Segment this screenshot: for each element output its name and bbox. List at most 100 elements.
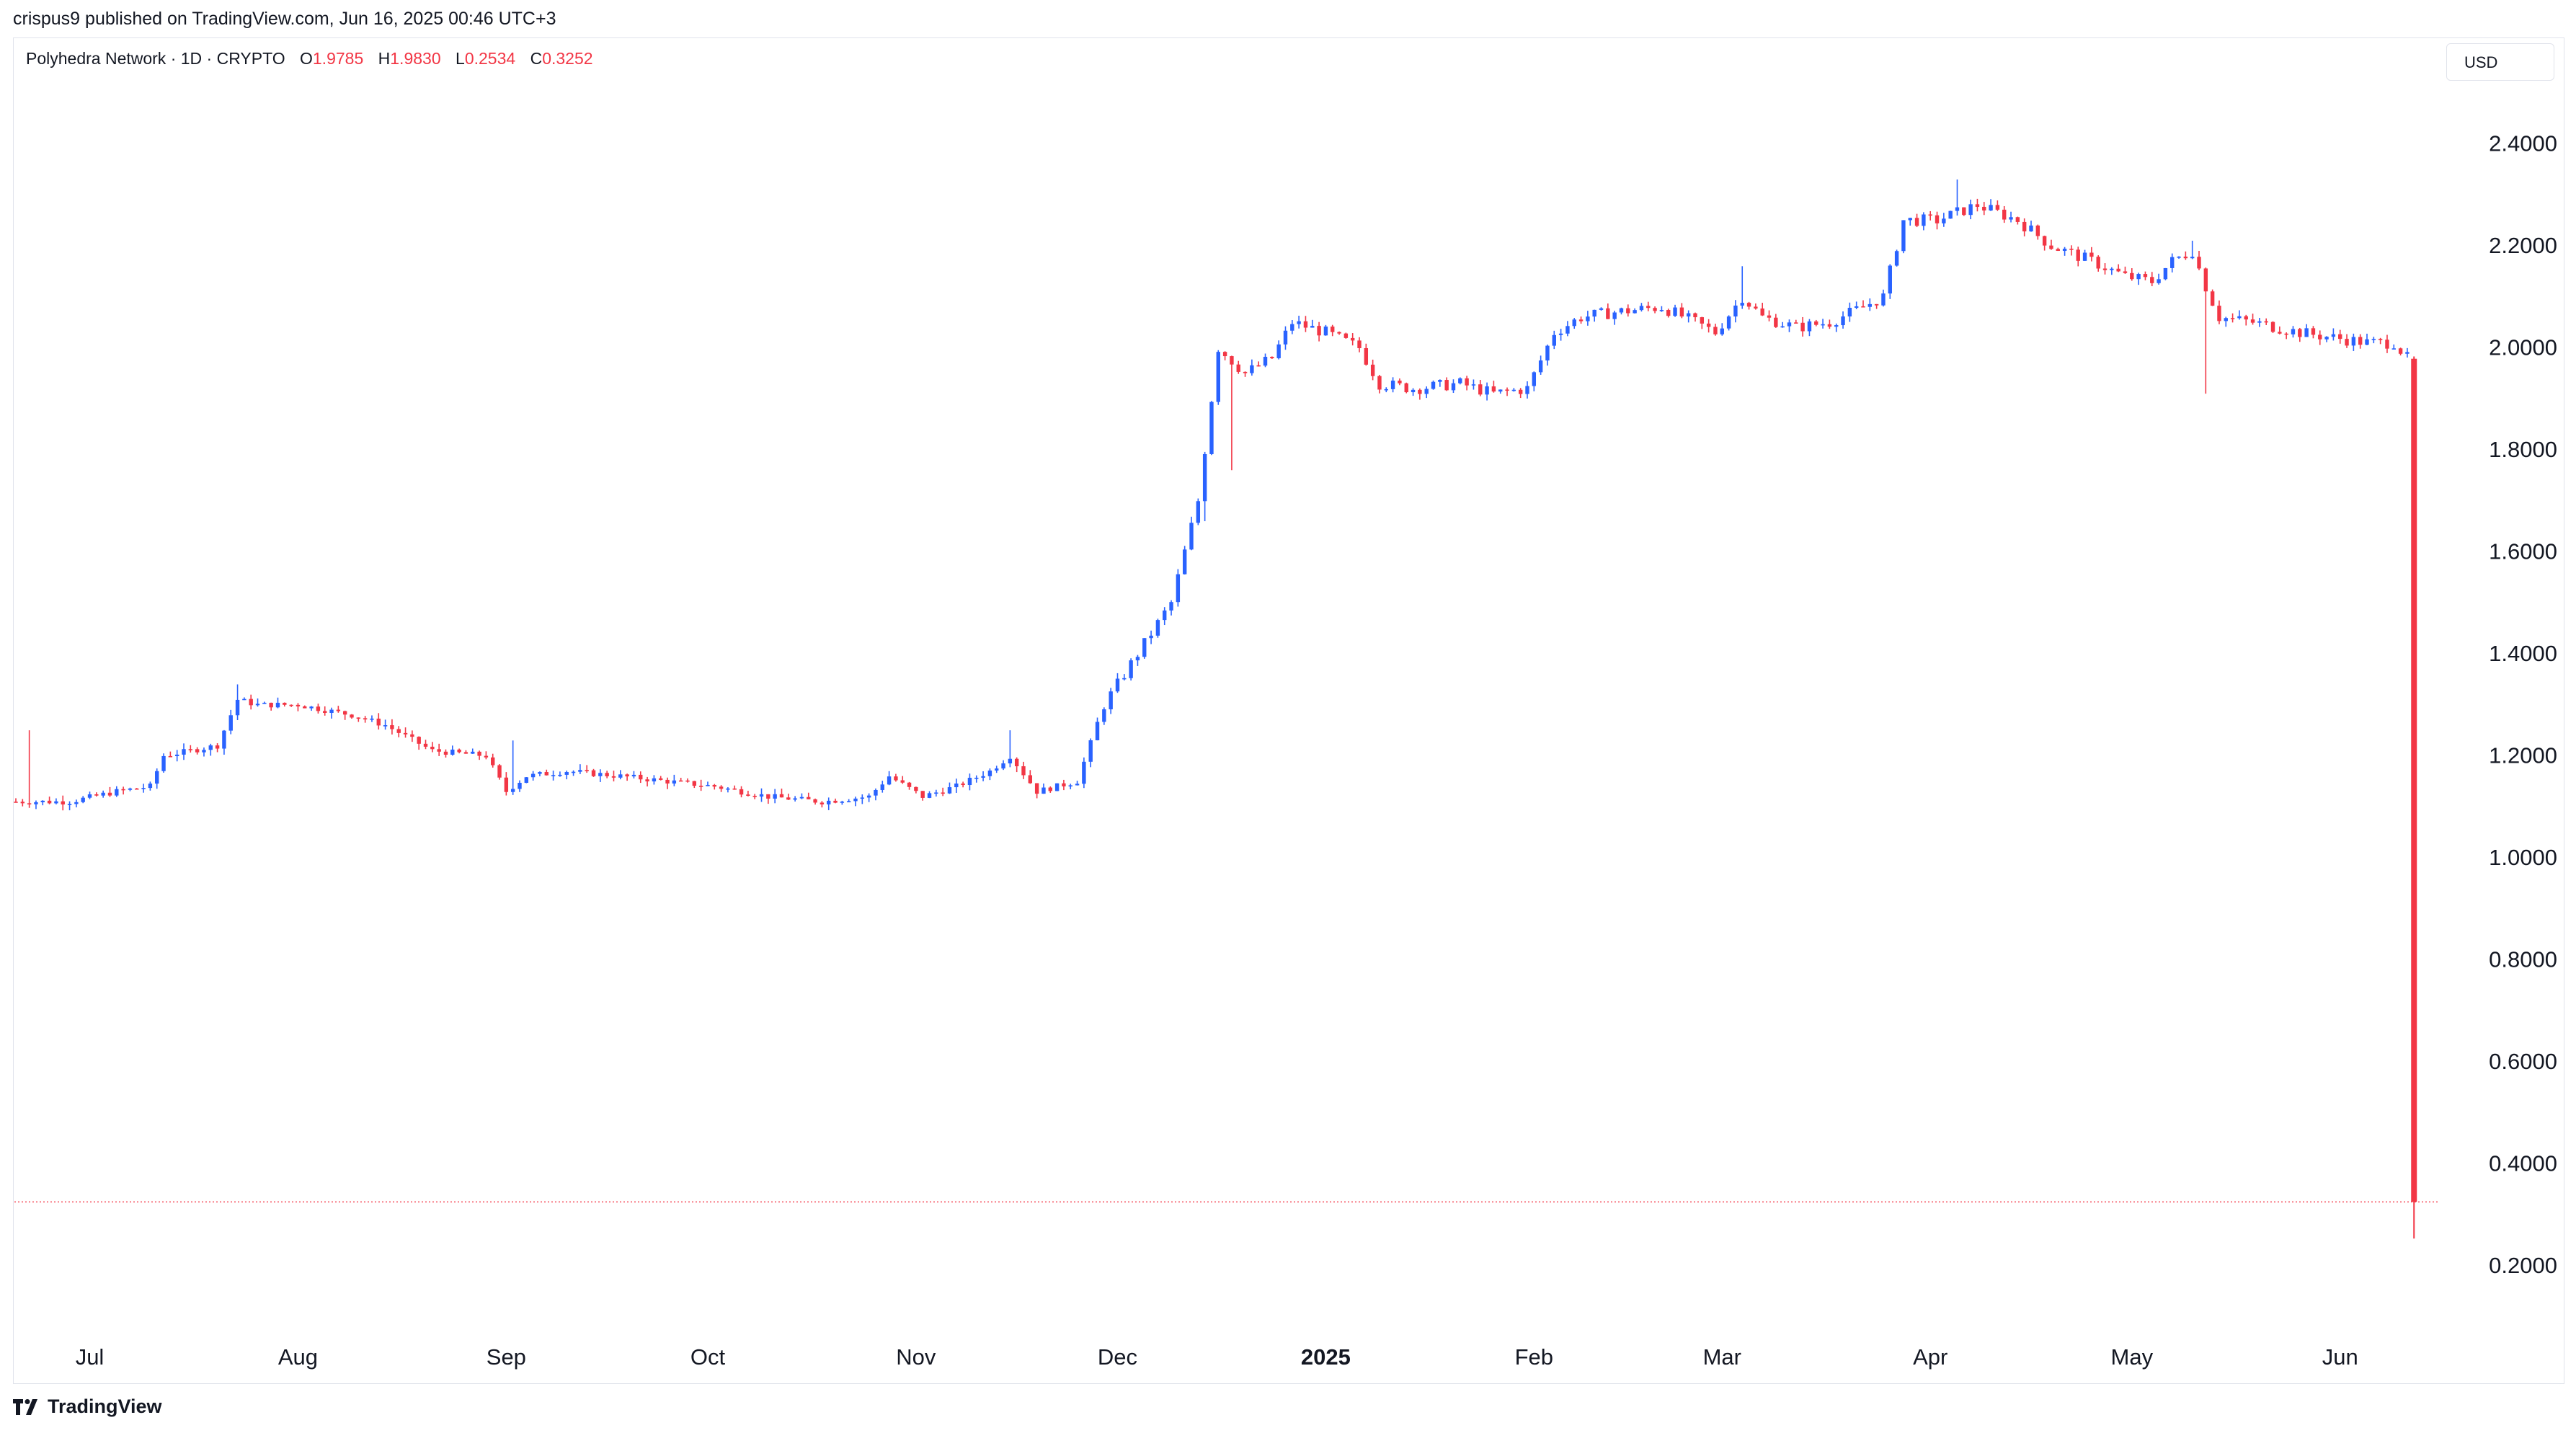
candle-body xyxy=(2203,268,2208,292)
candle-body xyxy=(807,797,811,799)
candle-body xyxy=(383,725,388,727)
candle-body xyxy=(1343,333,1349,338)
candle-body xyxy=(1928,214,1932,216)
candle-body xyxy=(1578,319,1584,321)
candle-body xyxy=(2351,337,2356,346)
candle-body xyxy=(107,792,112,796)
candle-body xyxy=(215,745,220,749)
candle-body xyxy=(101,792,105,796)
candle-body xyxy=(1283,330,1288,345)
candle-body xyxy=(2042,236,2047,246)
candle-body xyxy=(1633,310,1637,314)
candle-body xyxy=(631,774,636,777)
candle-body xyxy=(1485,386,1489,395)
candle-body xyxy=(1646,306,1651,309)
candle-body xyxy=(1686,313,1691,317)
candle-body xyxy=(1794,322,1798,324)
candle-body xyxy=(262,702,267,704)
candle-body xyxy=(1337,332,1341,334)
candle-body xyxy=(1451,383,1456,391)
candle-body xyxy=(2371,339,2376,340)
candle-body xyxy=(564,772,569,775)
candle-body xyxy=(1364,347,1369,365)
candle-body xyxy=(1297,321,1301,324)
candle-body xyxy=(2015,217,2020,222)
high-value: 1.9830 xyxy=(390,49,441,68)
candle-body xyxy=(2345,339,2349,346)
candle-body xyxy=(1935,215,1940,223)
candle-body xyxy=(1411,389,1416,393)
candle-body xyxy=(1444,380,1449,391)
low-value: 0.2534 xyxy=(464,49,516,68)
candle-body xyxy=(504,777,509,792)
candle-body xyxy=(1814,321,1818,325)
open-value: 1.9785 xyxy=(312,49,364,68)
candle-body xyxy=(907,782,912,787)
candle-body xyxy=(1518,389,1523,394)
candle-body xyxy=(1350,337,1355,341)
y-tick-label: 1.0000 xyxy=(2489,845,2557,870)
candle-body xyxy=(1276,344,1281,358)
high-label: H xyxy=(378,49,391,68)
candle-body xyxy=(524,777,529,783)
candle-body xyxy=(87,794,92,798)
candle-body xyxy=(148,784,153,789)
candle-body xyxy=(698,786,703,787)
candle-body xyxy=(786,797,791,800)
candle-body xyxy=(1538,360,1543,373)
candle-body xyxy=(1733,305,1738,317)
chart-frame[interactable] xyxy=(13,37,2564,1384)
candle-body xyxy=(672,780,677,784)
candle-body xyxy=(961,783,965,786)
candle-body xyxy=(2378,339,2383,340)
candle-body xyxy=(1122,678,1127,680)
candle-body xyxy=(336,709,341,711)
candle-body xyxy=(1881,293,1886,306)
candle-body xyxy=(2284,333,2288,335)
candle-body xyxy=(1901,220,1906,252)
candle-body xyxy=(947,787,952,794)
candle-body xyxy=(1659,310,1664,311)
candle-body xyxy=(1034,783,1039,794)
symbol-name[interactable]: Polyhedra Network · 1D · CRYPTO xyxy=(26,49,285,68)
candle-body xyxy=(1995,205,2000,210)
candle-body xyxy=(47,800,52,804)
candle-body xyxy=(2311,328,2316,335)
candle-body xyxy=(471,751,475,754)
candle-body xyxy=(2304,328,2309,337)
candle-body xyxy=(1780,326,1785,328)
candle-body xyxy=(1216,352,1220,402)
candle-body xyxy=(2324,337,2329,340)
candle-body xyxy=(1048,787,1052,791)
currency-button[interactable]: USD xyxy=(2446,43,2554,81)
candle-body xyxy=(1894,251,1899,266)
candle-body xyxy=(1673,307,1677,316)
candle-body xyxy=(1390,381,1395,389)
candle-body xyxy=(1713,327,1718,334)
candle-body xyxy=(1922,214,1926,226)
candle-body xyxy=(1384,389,1388,391)
candle-body xyxy=(1760,308,1764,316)
tradingview-logo-icon xyxy=(13,1398,37,1415)
candle-body xyxy=(396,729,401,733)
candle-body xyxy=(1236,364,1240,372)
candle-body xyxy=(1968,204,1973,216)
candle-body xyxy=(2035,225,2040,236)
candle-body xyxy=(820,802,825,804)
candle-body xyxy=(2102,268,2108,270)
candle-body xyxy=(793,798,797,800)
candle-body xyxy=(121,789,125,791)
x-tick-label: May xyxy=(2111,1344,2154,1370)
x-tick-label: Apr xyxy=(1913,1344,1947,1370)
candle-body xyxy=(1431,381,1436,389)
candle-body xyxy=(1854,306,1859,309)
candle-body xyxy=(1914,218,1919,226)
candle-body xyxy=(2069,249,2074,250)
candle-body xyxy=(585,770,589,771)
y-tick-label: 1.8000 xyxy=(2489,437,2557,462)
candle-body xyxy=(1841,316,1845,326)
candle-body xyxy=(2270,321,2275,332)
candle-body xyxy=(1827,324,1832,327)
candle-body xyxy=(1478,384,1483,395)
